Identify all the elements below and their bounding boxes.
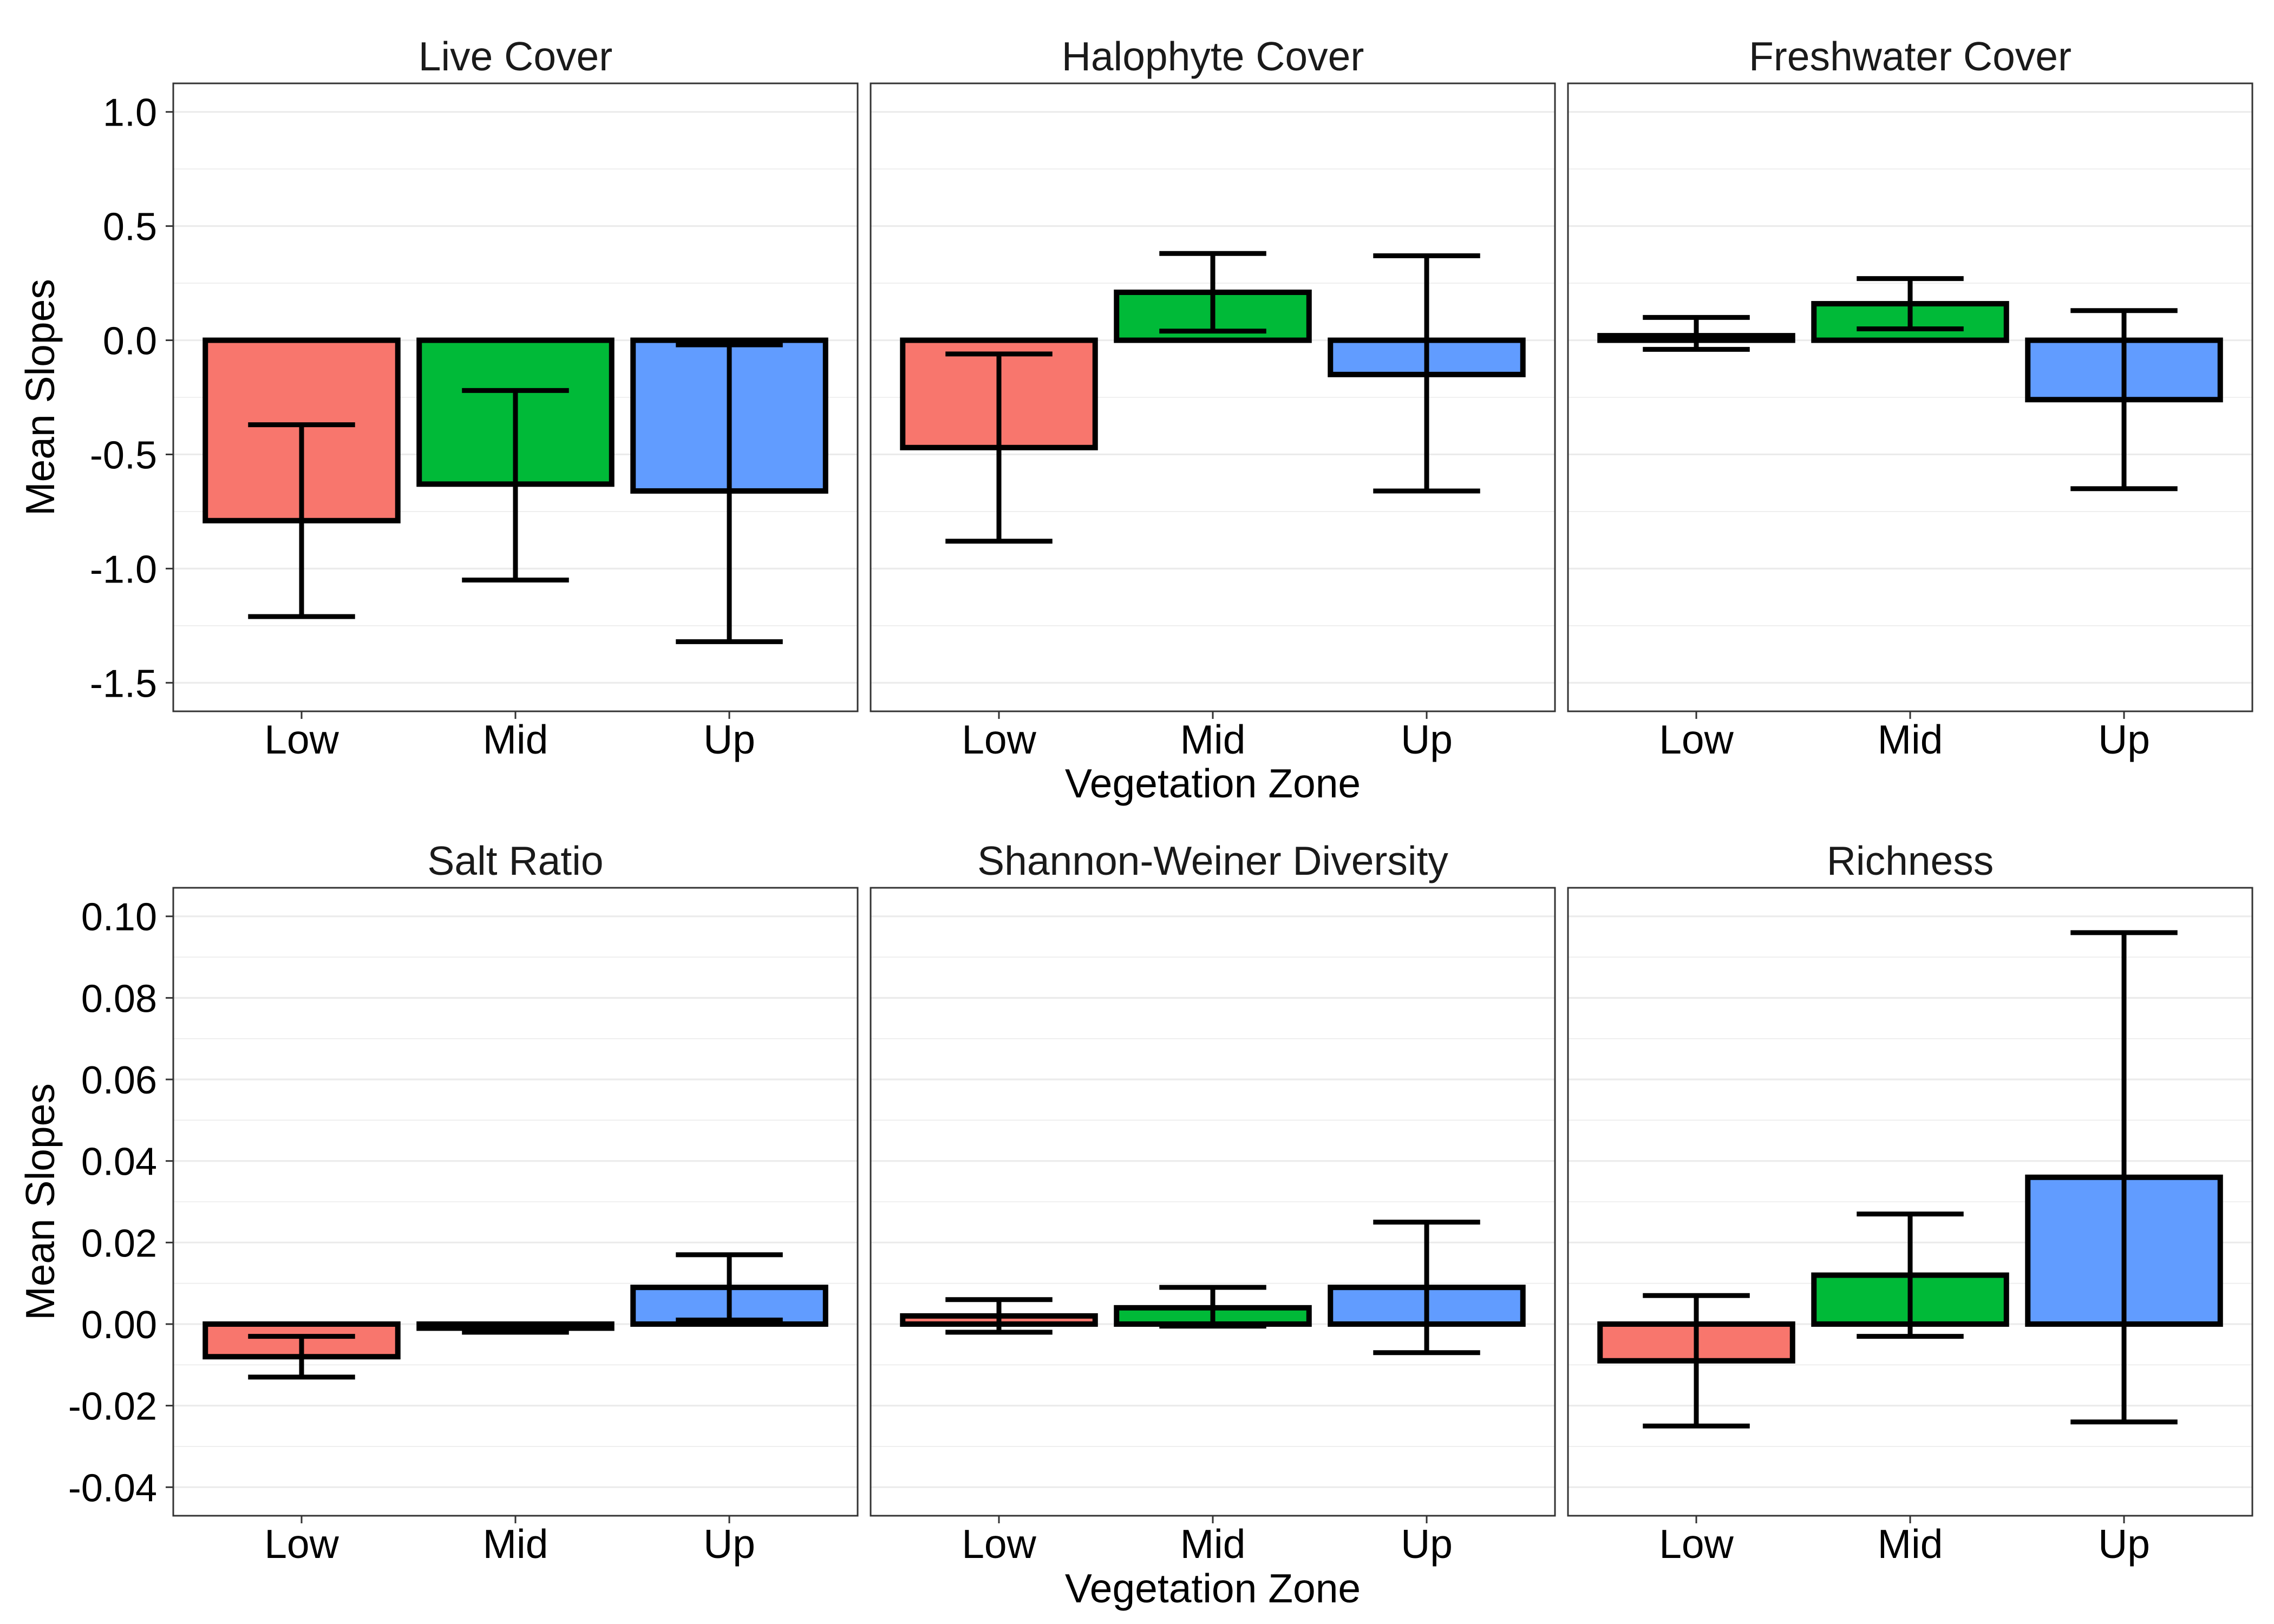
y-tick-label: 1.0 bbox=[103, 91, 157, 135]
error-bar-shannon-weiner-diversity-low bbox=[945, 1297, 1053, 1335]
error-bar-live-cover-up bbox=[676, 342, 783, 644]
error-bar-salt-ratio-up bbox=[676, 1252, 783, 1322]
y-tick-label: 0.02 bbox=[81, 1222, 157, 1265]
x-tick-label-low: Low bbox=[962, 1521, 1036, 1567]
error-bar-richness-mid bbox=[1857, 1212, 1964, 1339]
y-tick-label: 0.04 bbox=[81, 1141, 157, 1184]
y-axis-title-bottom-row: Mean Slopes bbox=[17, 1083, 63, 1320]
panel-border-halophyte-cover bbox=[870, 82, 1556, 712]
y-tick-label: 0.08 bbox=[81, 977, 157, 1020]
y-tick-label: 0.06 bbox=[81, 1059, 157, 1102]
error-bar-live-cover-low bbox=[248, 422, 355, 619]
y-tick-label: 0.0 bbox=[103, 320, 157, 363]
y-tick-label: 0.00 bbox=[81, 1304, 157, 1347]
panel-border-salt-ratio bbox=[172, 887, 859, 1517]
x-tick-label-up: Up bbox=[1401, 717, 1453, 762]
panel-title-richness: Richness bbox=[1827, 838, 1994, 883]
x-tick-label-low: Low bbox=[962, 717, 1036, 762]
panel-border-live-cover bbox=[172, 82, 859, 712]
x-tick-label-mid: Mid bbox=[483, 717, 548, 762]
y-tick-label: -0.02 bbox=[68, 1385, 157, 1429]
x-tick-label-mid: Mid bbox=[1180, 717, 1246, 762]
x-tick-label-up: Up bbox=[703, 1521, 755, 1567]
error-bar-richness-up bbox=[2070, 930, 2178, 1425]
x-tick-label-low: Low bbox=[264, 1521, 339, 1567]
x-tick-label-mid: Mid bbox=[483, 1521, 548, 1567]
error-bar-freshwater-cover-up bbox=[2070, 308, 2178, 492]
x-tick-label-mid: Mid bbox=[1878, 717, 1943, 762]
x-tick-label-low: Low bbox=[1659, 717, 1734, 762]
y-axis-title-top-row: Mean Slopes bbox=[17, 279, 63, 516]
error-bar-live-cover-mid bbox=[462, 388, 569, 582]
panel-border-shannon-weiner-diversity bbox=[870, 887, 1556, 1517]
error-bar-richness-low bbox=[1643, 1293, 1750, 1429]
panel-frames-and-ticks bbox=[166, 82, 2253, 1523]
x-tick-label-mid: Mid bbox=[1878, 1521, 1943, 1567]
error-bar-halophyte-cover-low bbox=[945, 351, 1053, 544]
x-axis-title-bottom-row: Vegetation Zone bbox=[1065, 1566, 1361, 1611]
error-bar-shannon-weiner-diversity-mid bbox=[1159, 1285, 1266, 1329]
labels: Vegetation Zone Vegetation Zone Mean Slo… bbox=[17, 34, 2150, 1611]
y-tick-label: 0.5 bbox=[103, 206, 157, 249]
error-bar-salt-ratio-mid bbox=[462, 1321, 569, 1335]
y-tick-label: -1.0 bbox=[90, 548, 157, 591]
error-bar-salt-ratio-low bbox=[248, 1334, 355, 1380]
panel-border-richness bbox=[1567, 887, 2253, 1517]
panel-title-shannon-weiner-diversity: Shannon-Weiner Diversity bbox=[977, 838, 1448, 883]
panel-title-halophyte-cover: Halophyte Cover bbox=[1062, 34, 1364, 79]
x-tick-label-up: Up bbox=[2098, 1521, 2150, 1567]
x-tick-label-up: Up bbox=[1401, 1521, 1453, 1567]
error-bar-shannon-weiner-diversity-up bbox=[1373, 1220, 1480, 1355]
error-bars bbox=[248, 251, 2178, 1429]
x-tick-label-low: Low bbox=[264, 717, 339, 762]
x-tick-label-mid: Mid bbox=[1180, 1521, 1246, 1567]
panel-title-salt-ratio: Salt Ratio bbox=[427, 838, 603, 883]
x-tick-label-up: Up bbox=[703, 717, 755, 762]
y-tick-label: -1.5 bbox=[90, 662, 157, 705]
panel-border-freshwater-cover bbox=[1567, 82, 2253, 712]
panel-title-live-cover: Live Cover bbox=[419, 34, 612, 79]
y-tick-label: 0.10 bbox=[81, 896, 157, 939]
y-tick-label: -0.04 bbox=[68, 1466, 157, 1510]
panel-title-freshwater-cover: Freshwater Cover bbox=[1749, 34, 2072, 79]
error-bar-freshwater-cover-mid bbox=[1857, 276, 1964, 331]
error-bar-halophyte-cover-mid bbox=[1159, 251, 1266, 334]
error-bar-freshwater-cover-low bbox=[1643, 315, 1750, 352]
y-tick-label: -0.5 bbox=[90, 434, 157, 477]
error-bar-halophyte-cover-up bbox=[1373, 253, 1480, 494]
x-tick-label-low: Low bbox=[1659, 1521, 1734, 1567]
x-axis-title-top-row: Vegetation Zone bbox=[1065, 761, 1361, 806]
x-tick-label-up: Up bbox=[2098, 717, 2150, 762]
